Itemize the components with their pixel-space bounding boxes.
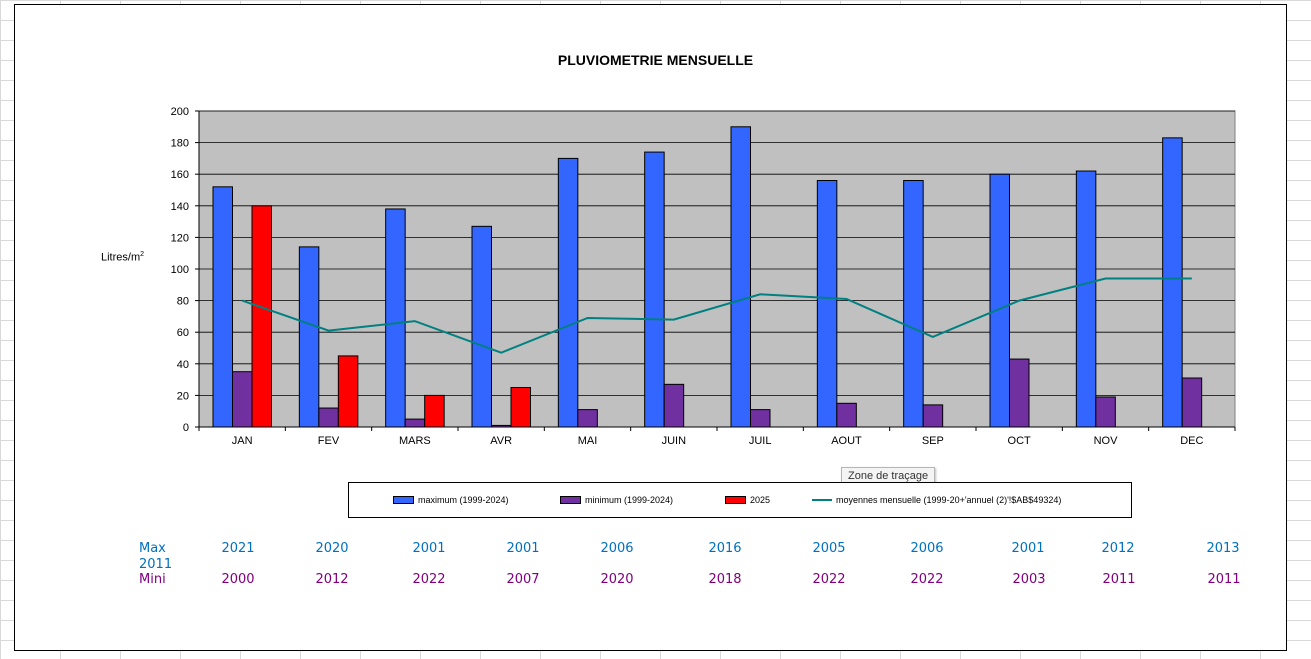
max-year: 2001 (506, 541, 540, 556)
min-year: 2022 (910, 572, 944, 587)
x-tick-label: OCT (1008, 435, 1032, 447)
bar-nov-0 (1075, 170, 1097, 428)
min-year: 2011 (1102, 572, 1136, 587)
bar-fev-0 (298, 246, 320, 428)
bar-mars-2 (424, 394, 445, 428)
max-year: 2013 (1206, 541, 1240, 556)
legend-label-avg: moyennes mensuelle (1999-20+'annuel (2)'… (836, 495, 1062, 505)
bar-avr-0 (471, 225, 492, 428)
x-tick-label: JAN (232, 435, 253, 447)
x-tick-label: SEP (922, 435, 944, 447)
average-line (241, 277, 1192, 354)
bar-juin-0 (644, 151, 665, 428)
legend-item-max: maximum (1999-2024) (393, 495, 509, 505)
y-tick-label: 20 (177, 390, 189, 402)
bar-dec-1 (1181, 377, 1203, 428)
y-tick-label: 0 (183, 422, 189, 434)
max-year: 2021 (221, 541, 255, 556)
bar-mai-0 (557, 157, 579, 428)
gridlines (199, 110, 1235, 396)
legend-item-2025: 2025 (725, 495, 770, 505)
y-tick-label: 180 (171, 138, 189, 150)
max-year: 2006 (600, 541, 634, 556)
bar-oct-0 (989, 173, 1010, 428)
bar-juil-1 (750, 409, 771, 428)
x-tick-label: AOUT (831, 435, 862, 447)
bar-mai-1 (577, 409, 598, 428)
bar-mars-0 (385, 208, 406, 428)
y-tick-label: 100 (171, 264, 189, 276)
max-year: 2016 (708, 541, 742, 556)
y-axis: 0 20 40 60 80 100 120 140 160 180 200 (171, 106, 200, 434)
x-tick-label: NOV (1094, 435, 1119, 447)
bar-juin-1 (663, 383, 685, 428)
y-tick-label: 160 (171, 169, 189, 181)
max-year: 2020 (315, 541, 349, 556)
y-tick-label: 140 (171, 201, 189, 213)
min-record-label: Mini (139, 572, 166, 587)
x-tick-label: FEV (318, 435, 340, 447)
max-year: 2001 (1011, 541, 1045, 556)
x-tick-label: JUIN (662, 435, 687, 447)
bar-oct-1 (1009, 358, 1030, 428)
legend-label-2025: 2025 (750, 495, 771, 505)
bar-jan-2 (251, 205, 272, 428)
bar-aout-0 (816, 180, 838, 428)
legend-item-avg: moyennes mensuelle (1999-20+'annuel (2)'… (812, 495, 1061, 505)
legend[interactable]: maximum (1999-2024) minimum (1999-2024) … (348, 482, 1132, 518)
bar-aout-1 (836, 402, 857, 428)
legend-swatch-min (560, 496, 581, 504)
min-year: 2020 (600, 572, 634, 587)
legend-swatch-max (393, 496, 414, 504)
bar-juil-0 (730, 126, 751, 428)
bar-mars-1 (404, 418, 426, 428)
min-year: 2022 (812, 572, 846, 587)
x-tick-label: MARS (399, 435, 431, 447)
legend-swatch-avg (812, 499, 832, 501)
bar-jan-0 (212, 186, 233, 428)
bar-sep-0 (903, 180, 924, 428)
x-tick-label: MAI (578, 435, 598, 447)
bar-dec-0 (1162, 137, 1183, 428)
legend-label-max: maximum (1999-2024) (418, 495, 509, 505)
chart-title: PLUVIOMETRIE MENSUELLE (557, 52, 754, 68)
max-year: 2006 (910, 541, 944, 556)
legend-item-min: minimum (1999-2024) (560, 495, 673, 505)
y-tick-label: 200 (171, 106, 189, 118)
min-year: 2018 (708, 572, 742, 587)
bar-nov-1 (1095, 396, 1116, 428)
min-year: 2011 (1207, 572, 1241, 587)
max-year: 2001 (412, 541, 446, 556)
x-tick-label: AVR (490, 435, 512, 447)
legend-label-min: minimum (1999-2024) (585, 495, 674, 505)
x-axis: JAN FEV MARS AVR MAI JUIN JUIL AOUT SEP OCT NOV DEC (198, 426, 1236, 447)
bar-fev-2 (337, 355, 359, 428)
x-tick-label: DEC (1180, 435, 1203, 447)
min-year: 2007 (506, 572, 540, 587)
min-year: 2003 (1012, 572, 1046, 587)
y-tick-label: 80 (177, 296, 189, 308)
y-tick-label: 60 (177, 327, 189, 339)
average-line-path (241, 277, 1192, 354)
min-year: 2022 (412, 572, 446, 587)
bars (212, 126, 1203, 428)
bar-jan-1 (232, 371, 253, 428)
max-year: 2012 (1101, 541, 1135, 556)
max-record-label: Max (139, 541, 166, 556)
y-tick-label: 40 (177, 359, 189, 371)
extra-year-label: 2011 (139, 557, 173, 572)
y-axis-label: Litres/m2 (101, 251, 145, 264)
legend-swatch-2025 (725, 496, 746, 504)
bar-sep-1 (922, 404, 944, 428)
y-tick-label: 120 (171, 232, 189, 244)
min-year: 2000 (221, 572, 255, 587)
x-tick-label: JUIL (749, 435, 772, 447)
max-year: 2005 (812, 541, 846, 556)
bar-avr-2 (510, 387, 531, 428)
bar-fev-1 (318, 407, 339, 428)
min-year: 2012 (315, 572, 349, 587)
